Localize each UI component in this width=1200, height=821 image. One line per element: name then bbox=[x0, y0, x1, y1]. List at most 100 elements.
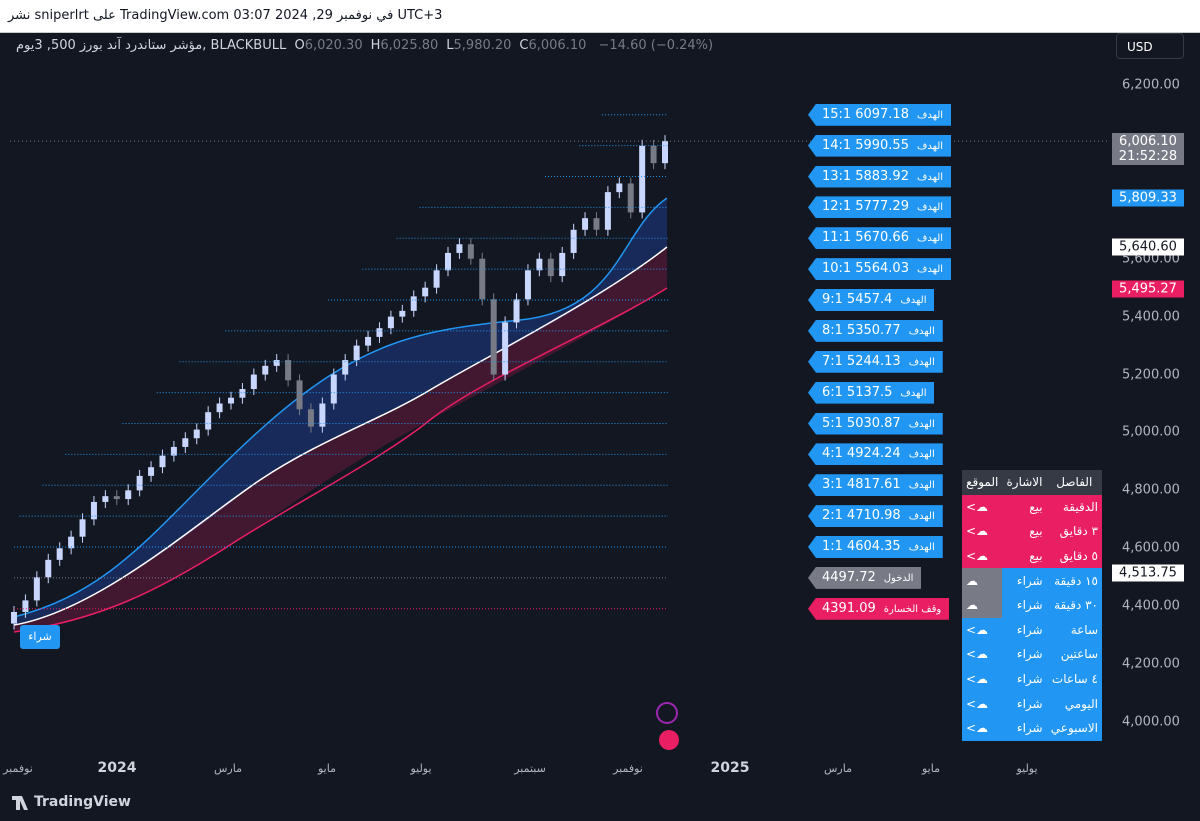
cell-signal: بيع bbox=[1002, 494, 1047, 520]
target-value: 4604.35 bbox=[846, 539, 901, 554]
target-ratio: 4:1 bbox=[822, 446, 843, 462]
table-header: الموقع bbox=[962, 470, 1003, 495]
level-label: 15:1 6097.18 الهدف bbox=[808, 103, 952, 126]
flag-icon bbox=[659, 730, 679, 750]
target-ratio: 5:1 bbox=[822, 415, 843, 431]
price-badge: 4,513.75 bbox=[1112, 564, 1184, 582]
cell-interval: اليومي bbox=[1046, 691, 1102, 716]
time-label: مايو bbox=[922, 762, 940, 775]
level-label: 2:1 4710.98 الهدف bbox=[808, 505, 943, 528]
target-ratio: 13:1 bbox=[822, 168, 852, 184]
target-name: الهدف bbox=[900, 387, 927, 399]
cell-interval: ٣ دقايق bbox=[1046, 519, 1102, 544]
candle-body bbox=[330, 374, 337, 404]
target-name: الهدف bbox=[916, 140, 944, 152]
level-label: 4:1 4924.24 الهدف bbox=[808, 443, 943, 466]
table-row: ٥ دقايق بيع <☁ bbox=[962, 543, 1102, 569]
buy-marker: شراء bbox=[20, 625, 60, 649]
ema-fast bbox=[13, 197, 668, 618]
candle-body bbox=[22, 600, 29, 612]
tv-logo bbox=[12, 796, 28, 810]
cell-interval: ساعة bbox=[1046, 617, 1102, 643]
cell-interval: ساعتين bbox=[1046, 642, 1102, 667]
badge-price: 4,513.75 bbox=[1119, 565, 1177, 581]
badge-price: 6,006.10 bbox=[1119, 134, 1177, 150]
target-value: 4817.61 bbox=[846, 477, 901, 493]
candle-body bbox=[239, 389, 246, 398]
cell-position: <☁ bbox=[962, 715, 1003, 741]
price-tick-label: 4,000.00 bbox=[1122, 714, 1180, 730]
candle-body bbox=[593, 218, 600, 230]
candle-body bbox=[250, 374, 257, 390]
candle-body bbox=[90, 501, 97, 520]
target-ratio: 9:1 bbox=[822, 292, 843, 308]
target-value: 5883.92 bbox=[855, 168, 909, 184]
cell-position: <☁ bbox=[962, 617, 1003, 643]
cell-signal: شراء bbox=[1002, 715, 1047, 741]
candle-body bbox=[399, 310, 406, 317]
candle-body bbox=[307, 409, 314, 427]
cell-signal: شراء bbox=[1002, 691, 1047, 716]
target-name: الهدف bbox=[916, 171, 944, 183]
target-ratio: 6:1 bbox=[822, 384, 843, 400]
candle-body bbox=[467, 244, 474, 259]
candle-body bbox=[102, 496, 109, 502]
entry-name: الدخول bbox=[883, 572, 914, 584]
level-label: 12:1 5777.29 الهدف bbox=[808, 196, 952, 219]
level-label: 7:1 5244.13 الهدف bbox=[808, 350, 943, 373]
target-value: 5990.55 bbox=[855, 137, 909, 153]
target-ratio: 2:1 bbox=[822, 508, 843, 524]
ohlc-key: O bbox=[294, 38, 305, 53]
target-ratio: 7:1 bbox=[822, 353, 843, 369]
stop-value: 4391.09 bbox=[822, 600, 876, 616]
target-name: الهدف bbox=[908, 325, 935, 337]
signal-table: الفاصل الاشارة الموقع الدقيقة بيع <☁ ٣ دقايق بي… bbox=[962, 470, 1102, 741]
candle-body bbox=[182, 438, 189, 447]
level-label: 13:1 5883.92 الهدف bbox=[808, 165, 952, 188]
time-label: مارس bbox=[824, 762, 852, 775]
candle-body bbox=[342, 360, 349, 375]
brand: TradingView bbox=[34, 794, 131, 810]
currency-button[interactable]: USD bbox=[1116, 33, 1184, 59]
candle-body bbox=[376, 328, 383, 337]
candle-body bbox=[410, 296, 417, 311]
table-row: ٣ دقايق بيع <☁ bbox=[962, 519, 1102, 544]
badge-countdown: 21:52:28 bbox=[1118, 149, 1178, 165]
candle-body bbox=[11, 611, 17, 624]
ohlc-key: C bbox=[519, 38, 529, 53]
candle-body bbox=[422, 287, 429, 297]
target-value: 6097.18 bbox=[855, 106, 909, 122]
level-label: 8:1 5350.77 الهدف bbox=[808, 319, 943, 342]
candle-body bbox=[79, 519, 86, 537]
time-label: نوفمبر bbox=[3, 762, 33, 775]
table-row: اليومي شراء <☁ bbox=[962, 691, 1102, 716]
candle-body bbox=[296, 380, 303, 410]
price-tick-label: 6,200.00 bbox=[1122, 77, 1180, 93]
price-tick-label: 4,800.00 bbox=[1122, 482, 1180, 498]
target-ratio: 3:1 bbox=[822, 477, 843, 493]
cell-position: <☁ bbox=[962, 642, 1003, 667]
ohlc-key: H bbox=[370, 38, 381, 53]
symbol-legend: مؤشر ستاندرد آند بورز 500, 3يوم, BLACKBU… bbox=[16, 38, 721, 53]
time-label: 2024 bbox=[97, 760, 137, 776]
candle-body bbox=[136, 475, 143, 491]
cell-position: <☁ bbox=[962, 519, 1003, 544]
candle-body bbox=[262, 365, 269, 375]
table-row: ساعة شراء <☁ bbox=[962, 617, 1102, 643]
candle-body bbox=[148, 467, 155, 476]
target-value: 5564.03 bbox=[855, 261, 909, 277]
candle-body bbox=[33, 577, 40, 601]
target-name: الهدف bbox=[900, 295, 927, 307]
target-ratio: 10:1 bbox=[822, 261, 852, 277]
candle-body bbox=[650, 145, 657, 164]
target-name: الهدف bbox=[916, 202, 944, 214]
price-tick-label: 4,200.00 bbox=[1122, 656, 1180, 672]
table-row: الاسبوعي شراء <☁ bbox=[962, 715, 1102, 741]
target-name: الهدف bbox=[916, 109, 944, 121]
candle-body bbox=[547, 258, 554, 277]
candle-body bbox=[570, 229, 577, 253]
candle-body bbox=[365, 336, 372, 346]
table-header: الاشارة bbox=[1002, 470, 1047, 495]
target-name: الهدف bbox=[908, 356, 935, 368]
time-label: مايو bbox=[318, 762, 336, 775]
